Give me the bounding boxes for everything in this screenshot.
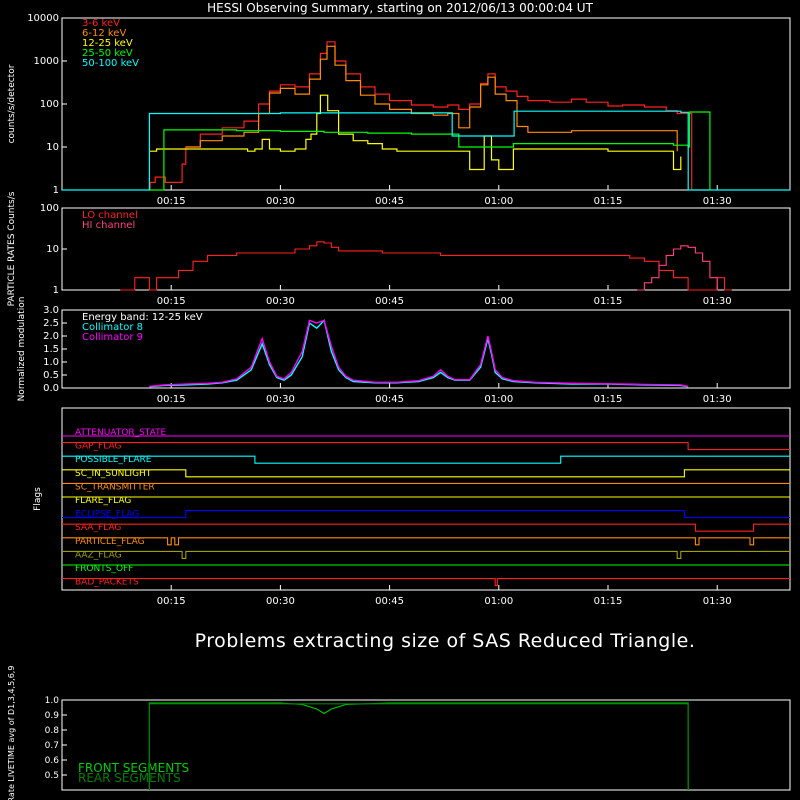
lightcurve-series-line: [149, 41, 710, 191]
time-tick-label: 00:15: [157, 196, 186, 207]
time-tick-label: 01:15: [594, 394, 623, 405]
panels-group: 1 10 100 1000 10000 00:15 00:30 00:45 01:00 01:15…: [7, 13, 791, 800]
lightcurve-legend-entry: 6-12 keV: [82, 28, 126, 39]
time-tick-label: 01:00: [484, 296, 513, 307]
flag-label: FLARE_FLAG: [75, 496, 131, 506]
time-tick-label: 00:15: [157, 394, 186, 405]
time-tick-label: 01:30: [703, 296, 732, 307]
time-tick-label: 00:15: [157, 296, 186, 307]
time-tick-label: 01:15: [594, 296, 623, 307]
livetime-y-tick-label: 0.8: [45, 726, 60, 736]
time-tick-label: 01:30: [703, 596, 732, 607]
time-tick-label: 00:30: [266, 196, 295, 207]
time-tick-label: 01:00: [484, 596, 513, 607]
livetime-y-tick-label: 0.9: [45, 711, 60, 721]
modulation-legend-entry: Collimator 8: [82, 322, 143, 333]
time-tick-label: 00:30: [266, 394, 295, 405]
y-tick-label: 1: [53, 285, 59, 296]
y-tick-label: 100: [40, 203, 59, 214]
lightcurve-legend-entry: 25-50 keV: [82, 48, 133, 59]
time-tick-label: 00:30: [266, 596, 295, 607]
modulation-y-label: Normalized modulation: [17, 297, 27, 402]
time-tick-label: 01:15: [594, 596, 623, 607]
y-tick-label: 10: [46, 244, 59, 255]
time-tick-label: 01:00: [484, 196, 513, 207]
lightcurve-legend-entry: 12-25 keV: [82, 38, 133, 49]
flag-label: SAA_FLAG: [75, 523, 121, 533]
figure-title: HESSI Observing Summary, starting on 201…: [207, 1, 593, 15]
time-tick-label: 00:30: [266, 296, 295, 307]
flags-y-label: Flags: [33, 487, 43, 511]
lightcurve-series-line: [62, 110, 790, 191]
flag-label: ATTENUATOR_STATE: [75, 428, 167, 438]
flag-label: BAD_PACKETS: [75, 578, 139, 588]
error-message: Problems extracting size of SAS Reduced …: [194, 630, 696, 652]
flag-line: [62, 510, 790, 519]
y-tick-label: 10000: [27, 13, 59, 24]
flag-line: [62, 550, 790, 559]
y-tick-label: 100: [40, 99, 59, 110]
flags-panel-frame: [61, 407, 791, 591]
livetime-legend-entry: REAR SEGMENTS: [78, 771, 181, 785]
lightcurve-legend-entry: 3-6 keV: [82, 18, 120, 29]
time-tick-label: 00:45: [375, 296, 404, 307]
y-tick-label: 0.0: [43, 383, 59, 394]
modulation-legend-title: Energy band: 12-25 keV: [82, 312, 203, 323]
flag-line: [62, 469, 790, 478]
modulation-series-line: [149, 319, 689, 388]
time-tick-label: 00:45: [375, 196, 404, 207]
particle-legend-entry: HI channel: [82, 220, 135, 231]
livetime-y-tick-label: 1.0: [45, 696, 60, 706]
lightcurve-series-line: [185, 45, 678, 152]
livetime-legend-entry: FRONT SEGMENTS: [78, 761, 189, 775]
livetime-y-tick-label: 0.7: [45, 741, 59, 751]
particle-legend-entry: LO channel: [82, 210, 138, 221]
y-tick-label: 1000: [34, 56, 59, 67]
flag-label: FRONTS_OFF: [75, 564, 133, 574]
time-tick-label: 01:15: [594, 196, 623, 207]
modulation-series-line: [149, 318, 689, 388]
time-tick-label: 00:15: [157, 596, 186, 607]
y-tick-label: 2.0: [43, 331, 59, 342]
lightcurve-legend-entry: 50-100 keV: [82, 58, 139, 69]
flag-label: ECLIPSE_FLAG: [75, 510, 139, 520]
particle-series-line: [120, 241, 732, 291]
particle-y-label: PARTICLE RATES Counts/s: [7, 191, 17, 306]
livetime-series-line: [148, 703, 689, 791]
modulation-legend-entry: Collimator 9: [82, 332, 143, 343]
flag-label: SC_TRANSMITTER: [75, 482, 155, 492]
lightcurve-series-line: [149, 94, 682, 171]
lightcurve-y-label: counts/s/detector: [7, 64, 17, 143]
livetime-y-label: Mon. Rate LIVETIME avg of D1,3,4,5,6,9: [7, 666, 16, 800]
y-tick-label: 1.0: [43, 357, 59, 368]
flag-label: SC_IN_SUNLIGHT: [75, 469, 152, 479]
flag-label: GAP_FLAG: [75, 442, 121, 452]
flag-label: AAZ_FLAG: [75, 550, 122, 560]
livetime-y-tick-label: 0.6: [45, 756, 60, 766]
y-tick-label: 3.0: [43, 305, 59, 316]
y-tick-label: 0.5: [43, 370, 59, 381]
y-tick-label: 10: [46, 142, 59, 153]
livetime-y-tick-label: 0.5: [45, 771, 59, 781]
y-tick-label: 1: [53, 185, 59, 196]
flag-line: [62, 578, 790, 587]
particle-series-line: [637, 245, 718, 291]
flag-label: POSSIBLE_FLARE: [75, 455, 152, 465]
flag-line: [62, 442, 790, 451]
time-tick-label: 00:45: [375, 596, 404, 607]
y-tick-label: 2.5: [43, 318, 59, 329]
time-tick-label: 01:00: [484, 394, 513, 405]
time-tick-label: 01:30: [703, 196, 732, 207]
livetime-series-line: [148, 702, 689, 791]
flag-line: [62, 523, 790, 532]
flag-line: [62, 455, 790, 464]
time-tick-label: 01:30: [703, 394, 732, 405]
y-tick-label: 1.5: [43, 344, 59, 355]
time-tick-label: 00:45: [375, 394, 404, 405]
flag-label: PARTICLE_FLAG: [75, 537, 145, 547]
flag-line: [62, 537, 790, 546]
